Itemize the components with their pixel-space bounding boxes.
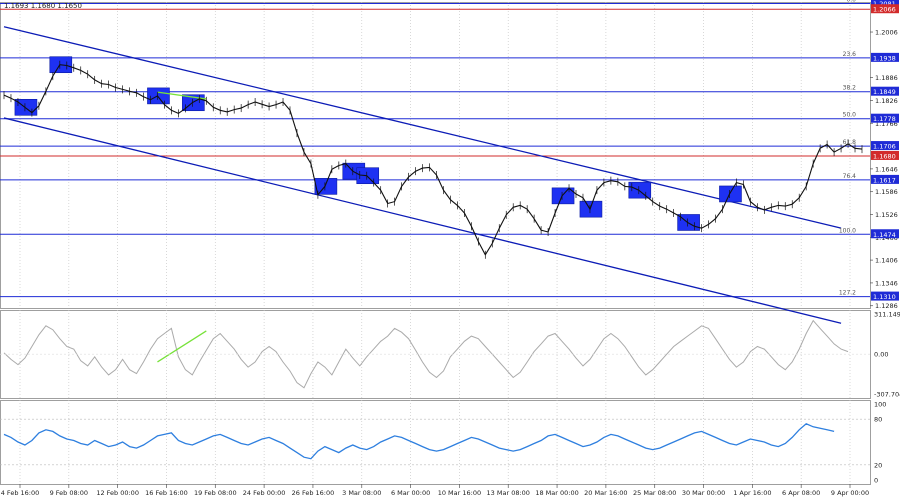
time-tick-label: 16 Feb 16:00: [145, 489, 188, 497]
fib-label: 76.4: [843, 173, 857, 180]
level-tag: 1.1938: [873, 54, 896, 62]
osc1-tick-label: 311.1497: [874, 311, 900, 319]
time-tick-label: 1 Apr 16:00: [733, 489, 771, 497]
time-axis: 4 Feb 16:00 9 Feb 08:00 12 Feb 00:00 16 Feb…: [1, 484, 869, 497]
price-grid: [19, 2, 851, 484]
channel-line: [3, 26, 842, 229]
level-tag: 1.2066: [873, 6, 896, 14]
time-tick-label: 4 Feb 16:00: [1, 489, 40, 497]
level-tag-bg: [871, 86, 899, 96]
annotation-box: [314, 178, 338, 195]
time-tick-label: 9 Feb 08:00: [50, 489, 89, 497]
divergence-price: [157, 91, 207, 100]
time-tick-label: 25 Mar 08:00: [633, 489, 676, 497]
pane-border-o2: [0, 400, 871, 485]
annotation-box: [551, 187, 575, 205]
price-line: [3, 64, 863, 256]
annotation-box: [719, 185, 742, 203]
pane-frames: [0, 2, 871, 485]
time-tick-label: 6 Apr 08:00: [782, 489, 820, 497]
price-tick-label: 1.2006: [875, 29, 898, 37]
time-tick-label: 18 Mar 00:00: [535, 489, 578, 497]
time-tick-label: 9 Apr 00:00: [831, 489, 869, 497]
level-tag: 1.1706: [873, 143, 896, 151]
oscillator-2-pane: 100 80 20 0: [0, 401, 886, 485]
price-series: [3, 60, 863, 259]
annotation-box: [356, 167, 380, 185]
price-tick-label: 1.1826: [875, 97, 898, 105]
price-tick-label: 1.1526: [875, 211, 898, 219]
osc2-tick-label: 20: [874, 461, 882, 469]
divergence-oscillator: [157, 330, 207, 363]
channel-line: [3, 117, 842, 324]
fib-label: 0.0: [846, 0, 856, 4]
time-tick-label: 3 Mar 08:00: [342, 489, 381, 497]
level-tag: 1.2081: [873, 0, 896, 8]
price-tick-label: 1.1346: [875, 279, 898, 287]
level-tag-bg: [871, 229, 899, 239]
annotation-box: [579, 200, 603, 218]
level-tag: 1.1474: [873, 231, 896, 239]
price-tick-label: 1.1766: [875, 120, 898, 128]
level-tag: 1.1617: [873, 176, 896, 184]
level-tag-bg: [871, 0, 899, 8]
time-tick-label: 19 Feb 08:00: [194, 489, 237, 497]
price-tick-label: 1.1886: [875, 74, 898, 82]
time-tick-label: 13 Mar 08:00: [487, 489, 530, 497]
fib-label: 23.6: [843, 51, 857, 58]
annotation-boxes: [14, 56, 742, 231]
level-tag: 1.1680: [873, 152, 896, 160]
fib-label: 38.2: [843, 85, 857, 92]
price-axis: 1.2006 1.1886 1.1826 1.1766 1.1646 1.1586 1.15…: [870, 29, 898, 310]
oscillator-2-line: [3, 423, 835, 460]
price-tick-label: 1.1286: [875, 302, 898, 310]
osc2-tick-label: 80: [874, 416, 882, 424]
price-tick-label: 1.1586: [875, 188, 898, 196]
divergence-lines: [157, 91, 207, 100]
ohlc-header: 1.1693 1.1680 1.1650: [4, 2, 82, 10]
time-tick-label: 12 Feb 00:00: [96, 489, 139, 497]
level-tag-bg: [871, 52, 899, 62]
time-tick-label: 24 Feb 00:00: [243, 489, 286, 497]
annotation-box: [147, 87, 170, 105]
price-tick-label: 1.1646: [875, 165, 898, 173]
fib-label: 127.2: [839, 290, 856, 297]
time-tick-label: 10 Mar 16:00: [438, 489, 481, 497]
oscillator-1-pane: 311.1497 0.00 -307.704: [0, 311, 900, 399]
osc1-tick-label: 0.00: [874, 351, 888, 359]
level-tag-bg: [871, 291, 899, 301]
time-tick-label: 6 Mar 00:00: [391, 489, 430, 497]
time-tick-label: 26 Feb 16:00: [292, 489, 335, 497]
fib-label: 100.0: [839, 227, 856, 234]
fib-label: 50.0: [843, 112, 857, 119]
level-tag: 1.1310: [873, 293, 896, 301]
level-tag: 1.1849: [873, 88, 896, 96]
time-tick-label: 20 Mar 16:00: [584, 489, 627, 497]
level-tag-bg: [871, 113, 899, 123]
price-tick-label: 1.1406: [875, 257, 898, 265]
osc1-tick-label: -307.704: [874, 391, 900, 399]
osc2-tick-label: 0: [874, 477, 878, 485]
fib-label: 61.8: [843, 139, 857, 146]
fib-levels: [0, 3, 870, 298]
level-tag: 1.1778: [873, 115, 896, 123]
annotation-box: [628, 181, 652, 199]
level-tag-bg: [871, 141, 899, 151]
level-tag-bg: [871, 150, 899, 160]
level-tag-bg: [871, 4, 899, 14]
oscillator-1-line: [3, 319, 849, 389]
level-tag-bg: [871, 174, 899, 184]
osc2-tick-label: 100: [874, 401, 886, 409]
time-tick-label: 30 Mar 00:00: [682, 489, 725, 497]
descending-channel: [3, 26, 842, 324]
